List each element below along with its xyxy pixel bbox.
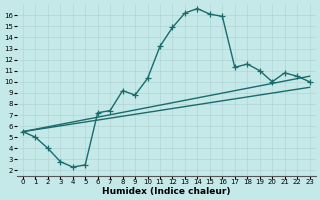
X-axis label: Humidex (Indice chaleur): Humidex (Indice chaleur): [102, 187, 230, 196]
